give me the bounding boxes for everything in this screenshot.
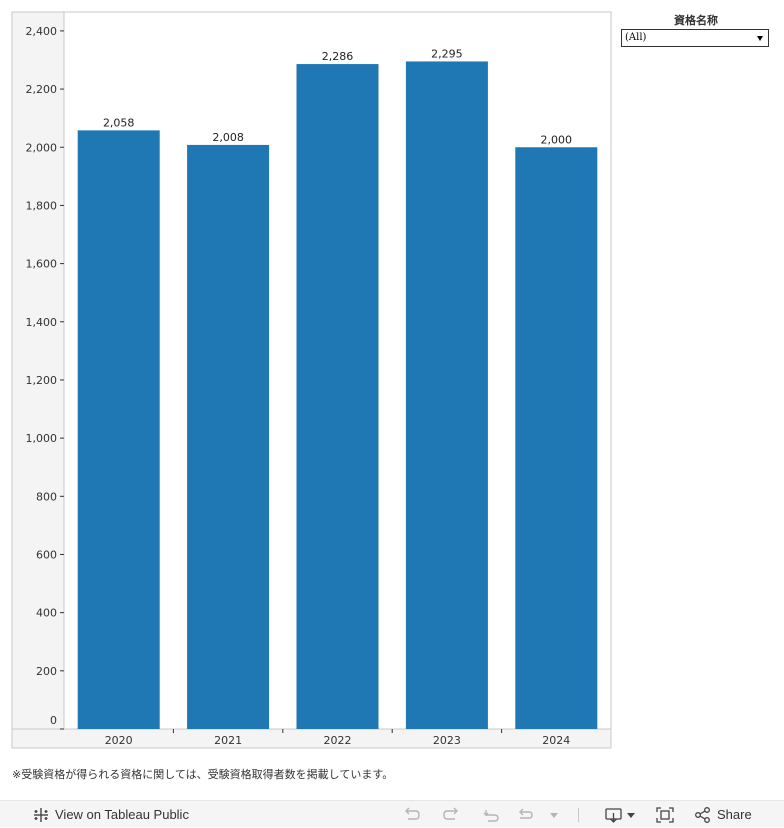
view-on-tableau-button[interactable]: View on Tableau Public — [32, 801, 189, 828]
redo-icon — [443, 807, 458, 820]
download-icon — [605, 807, 622, 823]
filter-title: 資格名称 — [674, 14, 718, 27]
caret-down-icon — [627, 812, 635, 818]
view-on-tableau-label: View on Tableau Public — [55, 807, 189, 822]
y-axis-panel — [11, 11, 65, 730]
fullscreen-icon — [656, 806, 674, 823]
x-tick-label-2021: 2021 — [214, 734, 242, 747]
x-tick-label-2020: 2020 — [105, 734, 133, 747]
y-tick-label: 2,200 — [26, 83, 58, 96]
data-label-2020: 2,058 — [103, 116, 135, 129]
tableau-toolbar: View on Tableau Public — [0, 800, 784, 827]
y-tick-label: 2,000 — [26, 141, 58, 154]
bar-2020[interactable] — [77, 130, 160, 729]
y-tick-label: 1,400 — [26, 316, 58, 329]
data-label-2024: 2,000 — [541, 133, 573, 146]
toolbar-divider — [578, 801, 579, 828]
y-tick-label: 1,000 — [26, 432, 58, 445]
y-tick-label: 1,600 — [26, 258, 58, 271]
data-label-2023: 2,295 — [431, 47, 463, 60]
x-axis-panel — [11, 728, 612, 749]
x-tick-label-2024: 2024 — [542, 734, 570, 747]
refresh-button[interactable] — [517, 801, 539, 828]
y-tick-label: 400 — [36, 607, 57, 620]
revert-icon — [483, 809, 499, 822]
bar-2024[interactable] — [515, 147, 598, 729]
y-tick-label: 1,800 — [26, 199, 58, 212]
share-button[interactable]: Share — [694, 801, 752, 828]
bar-2023[interactable] — [405, 61, 488, 729]
data-label-2022: 2,286 — [322, 50, 354, 63]
x-tick-label-2022: 2022 — [324, 734, 352, 747]
redo-button[interactable] — [441, 801, 461, 828]
undo-button[interactable] — [402, 801, 422, 828]
footnote: ※受験資格が得られる資格に関しては、受験資格取得者数を掲載しています。 — [12, 768, 394, 781]
filter-dropdown[interactable]: (All) — [621, 29, 769, 47]
y-tick-label: 600 — [36, 548, 57, 561]
bar-2022[interactable] — [296, 64, 379, 730]
data-label-2021: 2,008 — [212, 131, 244, 144]
y-tick-label: 0 — [50, 714, 57, 727]
share-icon — [695, 806, 710, 823]
refresh-dropdown-button[interactable] — [549, 801, 559, 828]
revert-button[interactable] — [481, 801, 501, 828]
tableau-logo-icon — [34, 807, 48, 822]
refresh-icon — [519, 808, 533, 819]
y-tick-label: 800 — [36, 490, 57, 503]
x-axis: 2020 2021 2022 2023 2024 — [105, 729, 570, 747]
x-tick-label-2023: 2023 — [433, 734, 461, 747]
y-axis: 0 200 400 600 800 1,000 1,200 1,400 1,600 1,800 2,… — [26, 25, 64, 730]
y-tick-label: 200 — [36, 665, 57, 678]
undo-icon — [405, 807, 420, 820]
filter-selected-value: (All) — [625, 32, 647, 43]
y-tick-label: 2,400 — [26, 25, 58, 38]
bar-2021[interactable] — [187, 144, 270, 730]
share-label: Share — [717, 807, 752, 822]
fullscreen-button[interactable] — [655, 801, 675, 828]
bars: 2,058 2,008 2,286 2,295 2,000 — [77, 47, 598, 730]
caret-down-icon — [550, 812, 558, 818]
bar-chart: 0 200 400 600 800 1,000 1,200 1,400 1,600 1,800 2,… — [11, 11, 612, 749]
dropdown-arrow-icon — [757, 36, 763, 41]
y-tick-label: 1,200 — [26, 374, 58, 387]
download-button[interactable] — [604, 801, 636, 828]
